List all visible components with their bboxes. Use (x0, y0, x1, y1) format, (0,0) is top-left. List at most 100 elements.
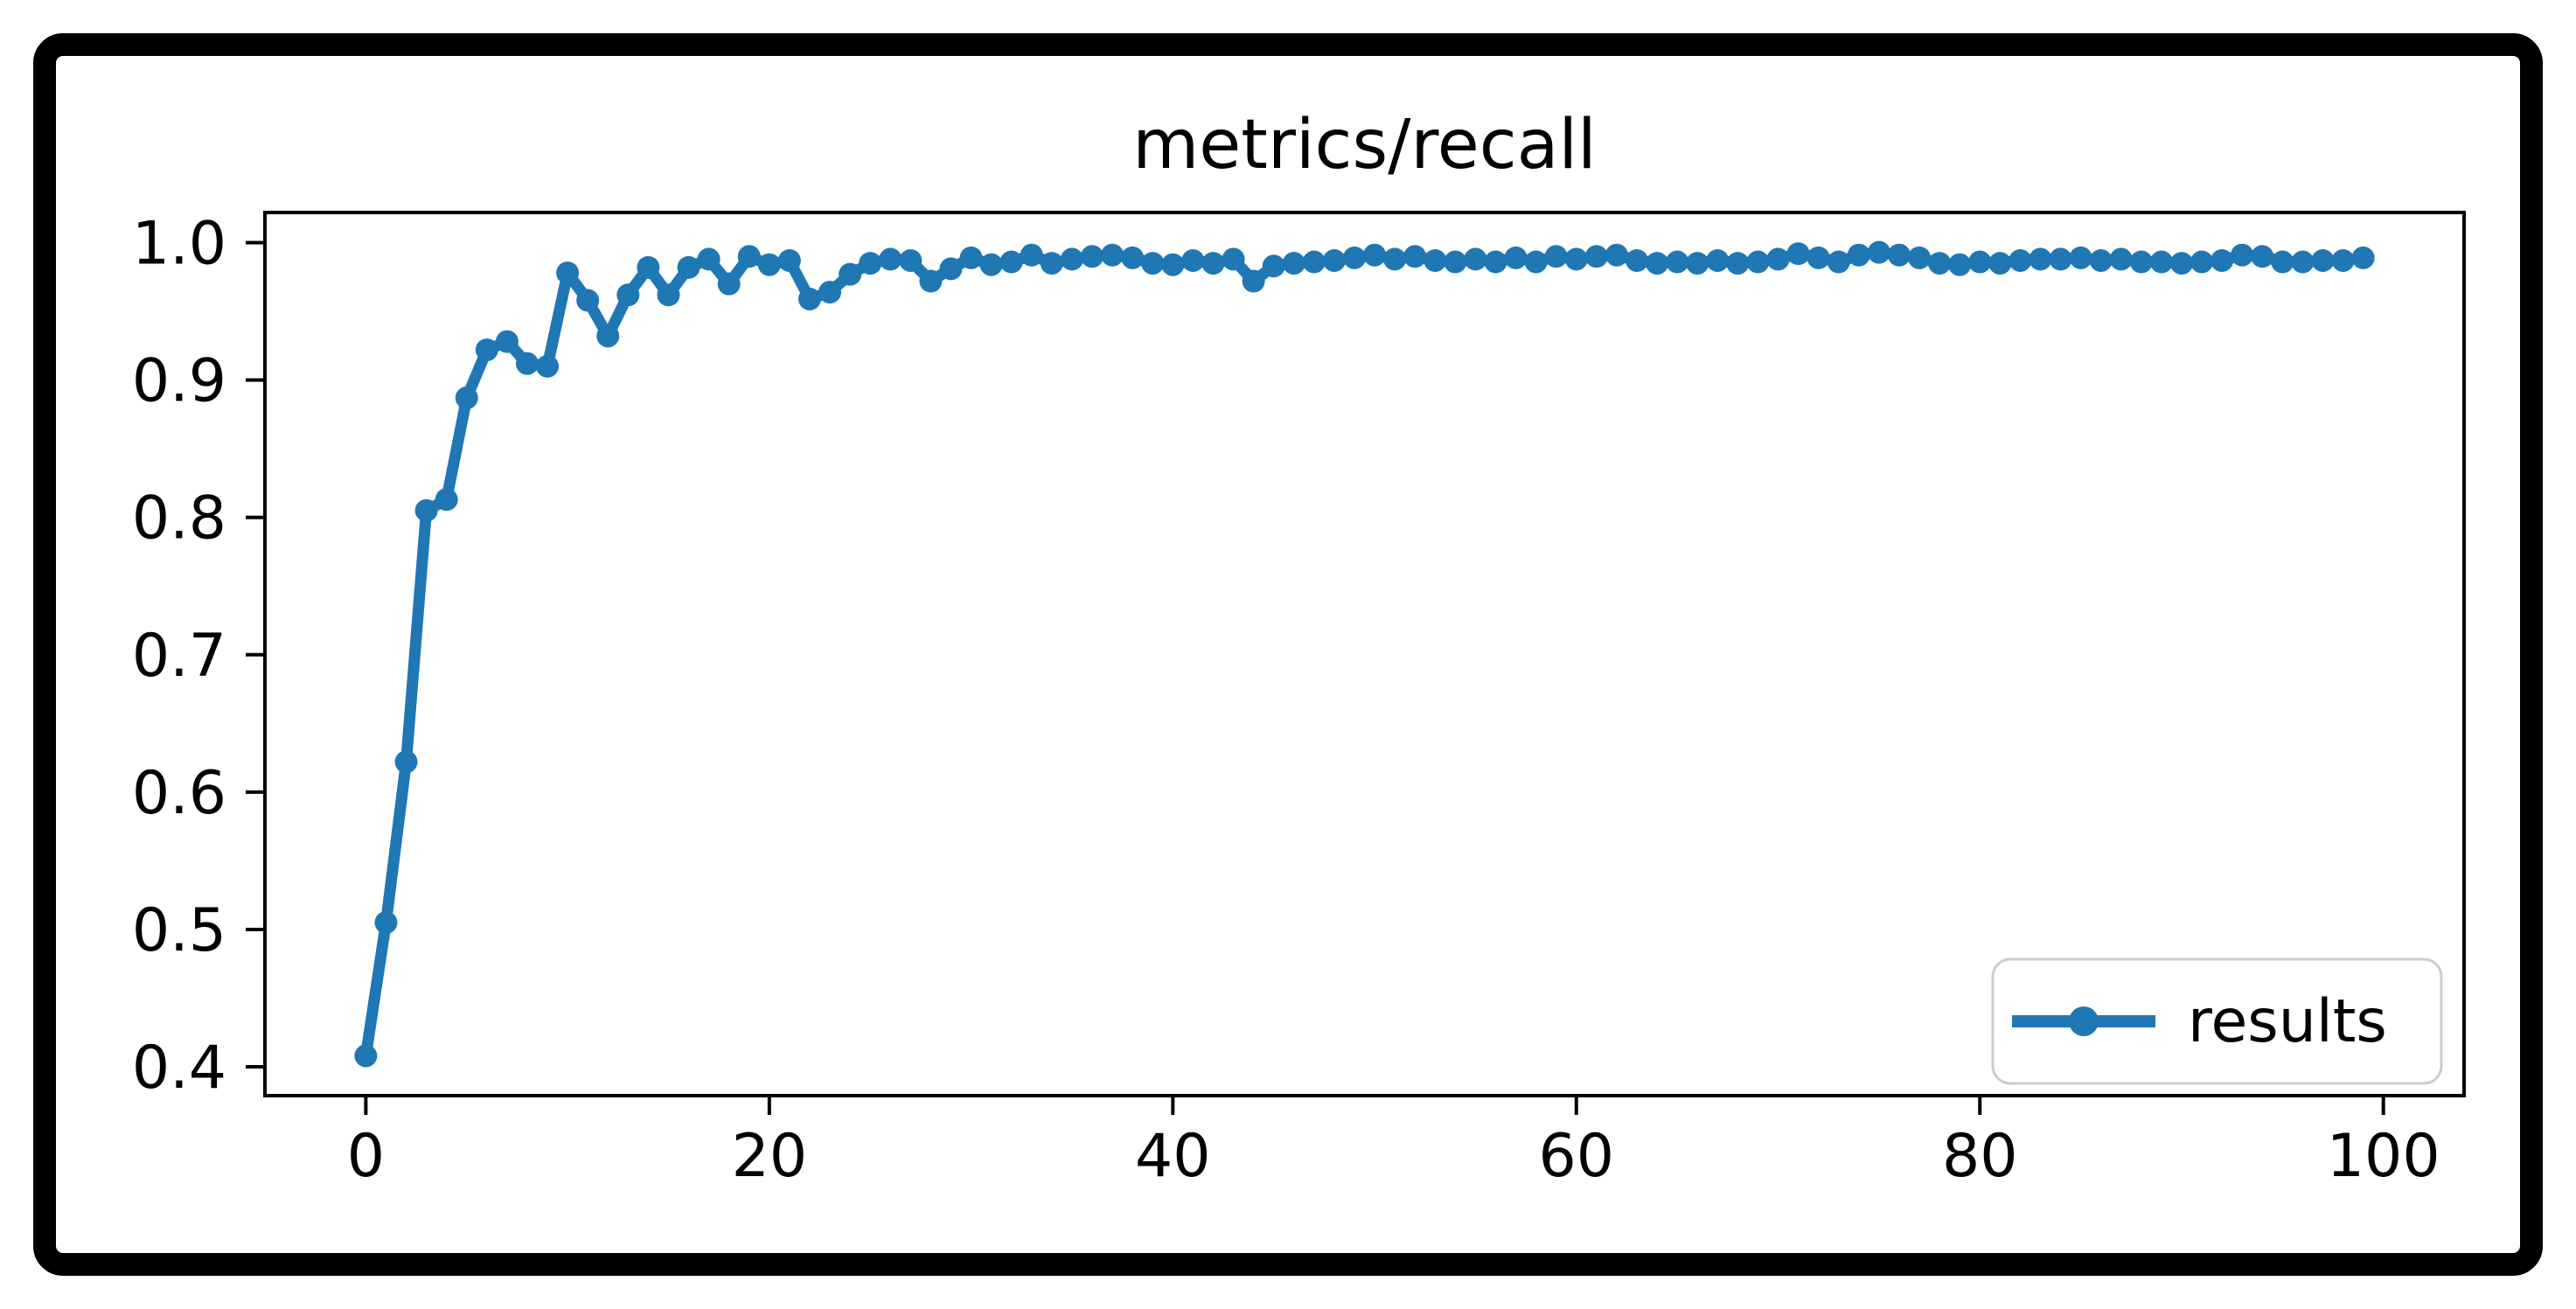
data-point-marker (2169, 252, 2193, 275)
data-point-marker (1504, 246, 1528, 269)
data-point-marker (1262, 254, 1285, 278)
axes-spines (263, 211, 2466, 1097)
data-point-marker (1464, 247, 1487, 271)
data-point-marker (1322, 248, 1346, 272)
legend-sample-marker (2069, 1006, 2099, 1036)
data-point-marker (1403, 245, 1427, 268)
data-point-marker (1302, 250, 1326, 274)
data-point-marker (818, 281, 842, 304)
data-point-marker (1867, 240, 1890, 264)
data-point-marker (1968, 250, 1992, 274)
data-point-marker (2291, 250, 2315, 274)
data-point-marker (576, 289, 600, 312)
data-point-marker (879, 247, 902, 271)
data-point-marker (1847, 243, 1870, 267)
data-point-marker (2049, 247, 2072, 271)
data-point-marker (2231, 243, 2254, 267)
data-point-marker (1948, 253, 1972, 276)
data-point-marker (616, 283, 640, 307)
data-point-marker (1928, 252, 1952, 275)
data-point-marker (1383, 247, 1407, 271)
data-point-marker (1363, 243, 1387, 267)
data-point-marker (637, 255, 660, 279)
data-point-marker (1625, 248, 1648, 272)
data-point-marker (394, 750, 418, 774)
data-point-marker (1040, 252, 1063, 275)
data-point-marker (919, 269, 943, 293)
data-point-marker (839, 262, 862, 286)
data-point-marker (797, 287, 821, 310)
data-point-marker (1564, 247, 1588, 271)
data-point-marker (2210, 248, 2234, 272)
outer-frame (33, 33, 2543, 1276)
data-point-marker (999, 250, 1023, 274)
data-point-marker (374, 911, 398, 935)
x-axis-tick-label: 0 (347, 1122, 385, 1191)
legend-box (1991, 957, 2443, 1085)
data-point-marker (414, 498, 438, 522)
chart-title: metrics/recall (1132, 106, 1597, 185)
data-point-marker (1101, 243, 1124, 267)
data-point-marker (1908, 246, 1932, 269)
data-point-marker (1222, 247, 1245, 271)
x-axis-tick-label: 40 (1135, 1122, 1211, 1191)
data-point-marker (1342, 246, 1366, 269)
data-point-marker (979, 253, 1003, 276)
data-point-marker (1988, 252, 2012, 275)
data-point-marker (1121, 246, 1145, 269)
x-axis-tick-label: 100 (2327, 1122, 2440, 1191)
data-point-marker (1605, 243, 1628, 267)
data-point-marker (1827, 250, 1850, 274)
data-point-marker (1746, 250, 1770, 274)
x-axis-tick-label: 60 (1539, 1122, 1615, 1191)
data-point-marker (959, 246, 983, 269)
data-point-marker (1686, 252, 1709, 275)
y-axis-tick-label: 0.9 (132, 347, 226, 416)
data-point-marker (1726, 252, 1750, 275)
data-point-marker (556, 261, 580, 285)
data-point-marker (1020, 243, 1043, 267)
data-point-marker (2271, 250, 2294, 274)
data-point-marker (515, 352, 539, 375)
data-point-marker (1424, 248, 1447, 272)
data-point-marker (2331, 248, 2355, 272)
data-point-marker (596, 324, 620, 348)
data-point-marker (2109, 247, 2133, 271)
data-point-marker (2311, 248, 2335, 272)
data-point-marker (2069, 246, 2092, 269)
data-point-marker (1544, 245, 1568, 268)
data-point-marker (939, 257, 963, 281)
data-point-marker (1706, 248, 1730, 272)
y-axis-tick-label: 0.5 (132, 896, 226, 965)
data-point-marker (859, 252, 882, 275)
y-axis-tick-label: 0.4 (132, 1034, 226, 1103)
data-point-marker (455, 386, 478, 410)
data-point-marker (435, 488, 458, 512)
data-point-marker (1242, 269, 1265, 293)
data-point-marker (1646, 252, 1669, 275)
data-point-marker (536, 354, 560, 378)
data-point-marker (1060, 247, 1083, 271)
data-point-marker (1081, 245, 1104, 268)
data-point-marker (899, 248, 922, 272)
data-point-marker (1766, 247, 1790, 271)
data-point-marker (2251, 245, 2274, 268)
data-point-marker (1201, 252, 1225, 275)
y-axis-tick-label: 0.7 (132, 622, 226, 691)
data-point-marker (1141, 252, 1165, 275)
data-point-marker (717, 272, 741, 296)
data-point-marker (1786, 242, 1810, 266)
data-point-marker (2009, 248, 2032, 272)
data-point-marker (495, 330, 519, 353)
data-point-marker (2190, 250, 2214, 274)
data-point-marker (2149, 250, 2173, 274)
data-point-marker (777, 248, 801, 272)
y-axis-tick-label: 0.6 (132, 759, 226, 828)
data-point-marker (1887, 243, 1911, 267)
data-point-marker (1282, 252, 1305, 275)
data-point-marker (1584, 245, 1608, 268)
data-point-marker (2129, 250, 2153, 274)
legend-label: results (2188, 987, 2387, 1056)
data-point-marker (354, 1044, 378, 1068)
